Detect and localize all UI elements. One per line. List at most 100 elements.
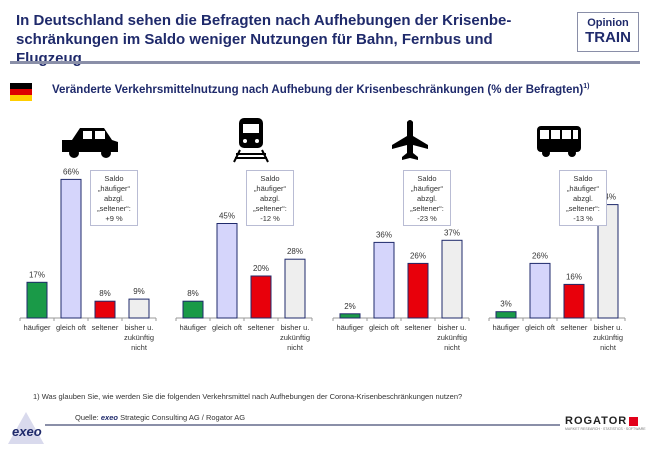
rogator-logo: ROGATOR MARKET RESEARCH · STATISTICS · SO… xyxy=(565,415,646,431)
data-label: 36% xyxy=(376,230,392,239)
car-icon xyxy=(62,128,118,158)
category-label: bisher u. xyxy=(438,323,467,332)
data-label: 8% xyxy=(187,289,199,298)
bar xyxy=(339,313,361,319)
category-label: häufiger xyxy=(23,323,51,332)
bar xyxy=(26,281,48,319)
saldo-line: -12 % xyxy=(260,214,280,223)
category-label: zukünftig xyxy=(124,333,154,342)
exeo-logo: exeo xyxy=(6,410,46,446)
footnote-mark: 1) xyxy=(583,83,590,90)
bar xyxy=(441,239,463,319)
data-label: 37% xyxy=(444,228,460,237)
data-label: 8% xyxy=(99,289,111,298)
bar xyxy=(495,311,517,319)
saldo-line: „häufiger“ xyxy=(97,184,131,193)
category-label: gleich oft xyxy=(525,323,556,332)
subtitle-text: Veränderte Verkehrsmittelnutzung nach Au… xyxy=(52,83,584,96)
germany-flag-icon xyxy=(10,83,32,101)
category-label: zukünftig xyxy=(593,333,623,342)
saldo-line: „seltener“: xyxy=(410,204,444,213)
category-label: nicht xyxy=(600,343,617,352)
category-label: häufiger xyxy=(492,323,520,332)
saldo-line: „seltener“: xyxy=(97,204,131,213)
bar xyxy=(373,241,395,319)
data-label: 20% xyxy=(253,264,269,273)
saldo-line: Saldo xyxy=(260,174,280,183)
category-label: gleich oft xyxy=(369,323,400,332)
saldo-line: Saldo xyxy=(417,174,437,183)
category-label: häufiger xyxy=(179,323,207,332)
bar xyxy=(60,178,82,319)
data-label: 17% xyxy=(29,270,45,279)
data-label: 3% xyxy=(500,300,512,309)
saldo-line: abzgl. xyxy=(103,194,124,203)
category-label: bisher u. xyxy=(594,323,623,332)
saldo-line: abzgl. xyxy=(259,194,280,203)
exeo-logo-text: exeo xyxy=(12,424,42,439)
category-label: seltener xyxy=(561,323,588,332)
saldo-line: Saldo xyxy=(104,174,124,183)
category-label: nicht xyxy=(444,343,461,352)
category-label: seltener xyxy=(248,323,275,332)
bar xyxy=(529,262,551,319)
category-label: gleich oft xyxy=(212,323,243,332)
rogator-logo-text: ROGATOR xyxy=(565,415,628,427)
saldo-line: „häufiger“ xyxy=(410,184,444,193)
category-label: nicht xyxy=(287,343,304,352)
data-label: 54% xyxy=(600,193,616,202)
bar xyxy=(407,262,429,319)
bar-charts: 17% häufiger 66% gleich oft 8% seltener 9% bish… xyxy=(19,118,626,352)
saldo-line: „häufiger“ xyxy=(253,184,287,193)
category-label: bisher u. xyxy=(281,323,310,332)
saldo-line: abzgl. xyxy=(416,194,437,203)
category-label: bisher u. xyxy=(125,323,154,332)
opinion-train-badge: Opinion TRAIN xyxy=(577,12,639,52)
category-label: zukünftig xyxy=(437,333,467,342)
saldo-line: +9 % xyxy=(105,214,123,223)
category-label: nicht xyxy=(131,343,148,352)
bar xyxy=(284,258,306,319)
data-label: 28% xyxy=(287,247,303,256)
bar xyxy=(563,283,585,319)
bar xyxy=(182,300,204,319)
saldo-box: Saldo „häufiger“ abzgl. „seltener“: -13 % xyxy=(559,170,607,226)
footer-divider xyxy=(45,424,560,426)
bar xyxy=(128,298,150,319)
saldo-line: „seltener“: xyxy=(253,204,287,213)
saldo-line: -13 % xyxy=(573,214,593,223)
data-label: 16% xyxy=(566,272,582,281)
saldo-box: Saldo „häufiger“ abzgl. „seltener“: +9 % xyxy=(90,170,138,226)
source-rest: Strategic Consulting AG / Rogator AG xyxy=(120,413,246,422)
source-prefix: Quelle: xyxy=(75,413,99,422)
category-label: gleich oft xyxy=(56,323,87,332)
saldo-line: „seltener“: xyxy=(566,204,600,213)
category-label: seltener xyxy=(405,323,432,332)
source-brand: exeo xyxy=(100,413,118,422)
data-label: 2% xyxy=(344,302,356,311)
saldo-box: Saldo „häufiger“ abzgl. „seltener“: -23 % xyxy=(403,170,451,226)
header-divider xyxy=(10,61,640,64)
plane-icon xyxy=(392,120,428,160)
bar xyxy=(250,275,272,319)
data-label: 26% xyxy=(532,251,548,260)
badge-line2: TRAIN xyxy=(585,29,631,46)
chart-subtitle: Veränderte Verkehrsmittelnutzung nach Au… xyxy=(52,83,589,96)
category-label: seltener xyxy=(92,323,119,332)
bus-icon xyxy=(537,126,581,157)
data-label: 9% xyxy=(133,287,145,296)
source-line: Quelle: exeo Strategic Consulting AG / R… xyxy=(75,413,245,422)
train-icon xyxy=(233,118,269,163)
category-label: zukünftig xyxy=(280,333,310,342)
badge-line1: Opinion xyxy=(587,17,629,29)
data-label: 26% xyxy=(410,251,426,260)
bar xyxy=(94,300,116,319)
saldo-line: -23 % xyxy=(417,214,437,223)
bar xyxy=(597,204,619,319)
saldo-line: Saldo xyxy=(573,174,593,183)
bar xyxy=(216,223,238,319)
saldo-line: „häufiger“ xyxy=(566,184,600,193)
saldo-line: abzgl. xyxy=(572,194,593,203)
saldo-box: Saldo „häufiger“ abzgl. „seltener“: -12 % xyxy=(246,170,294,226)
